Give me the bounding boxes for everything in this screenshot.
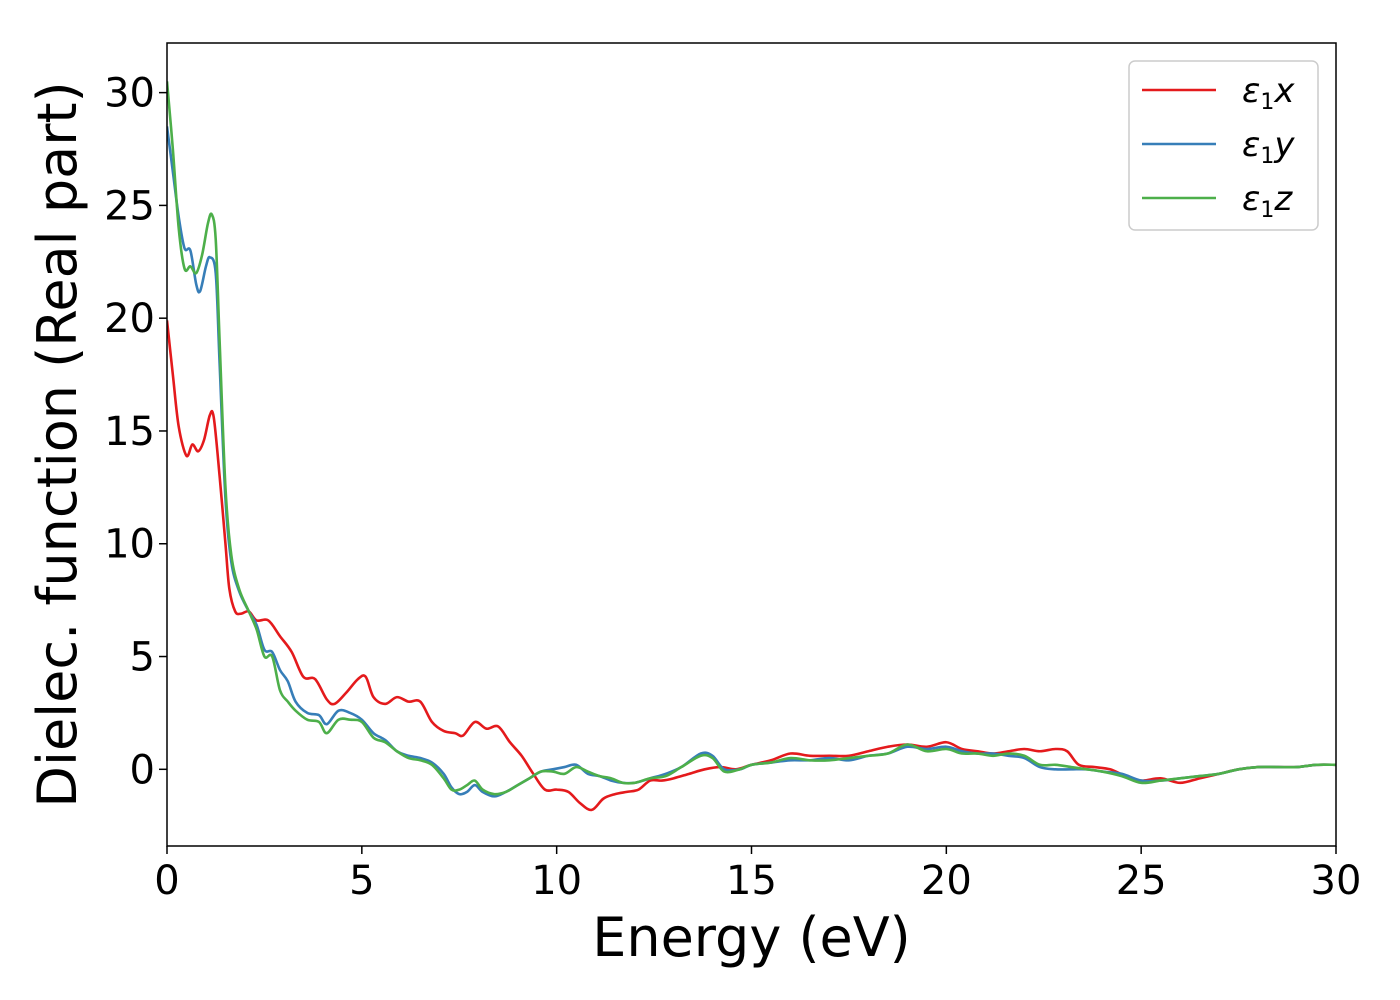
y-tick-label: 0	[130, 747, 155, 793]
y-tick-label: 30	[104, 71, 155, 117]
legend-box	[1128, 60, 1319, 231]
y-tick-label: 25	[104, 183, 155, 229]
y-tick-label: 10	[104, 522, 155, 568]
legend-label: ε1y	[1242, 125, 1295, 169]
x-tick-label: 0	[154, 858, 179, 904]
x-tick-label: 20	[921, 858, 972, 904]
x-tick-label: 15	[726, 858, 777, 904]
x-axis-title: Energy (eV)	[592, 906, 911, 969]
x-tick-label: 25	[1116, 858, 1167, 904]
y-tick-label: 20	[104, 296, 155, 342]
legend-label: ε1x	[1242, 71, 1295, 115]
series-line-z	[167, 81, 1336, 796]
y-tick-label: 15	[104, 409, 155, 455]
series-line-y	[167, 126, 1336, 798]
series-line-x	[167, 320, 1336, 812]
x-axis: 0 5 10 15 20 25 30	[154, 846, 1361, 904]
x-tick-label: 10	[531, 858, 582, 904]
x-tick-label: 5	[349, 858, 374, 904]
x-tick-label: 30	[1311, 858, 1362, 904]
y-axis-title: Dielec. function (Real part)	[26, 81, 89, 807]
y-tick-label: 5	[130, 635, 155, 681]
legend-label: ε1z	[1242, 179, 1293, 223]
series-layer	[167, 81, 1336, 812]
y-axis: 0 5 10 15 20 25 30	[104, 71, 167, 793]
legend: ε1x ε1y ε1z	[1128, 60, 1319, 231]
